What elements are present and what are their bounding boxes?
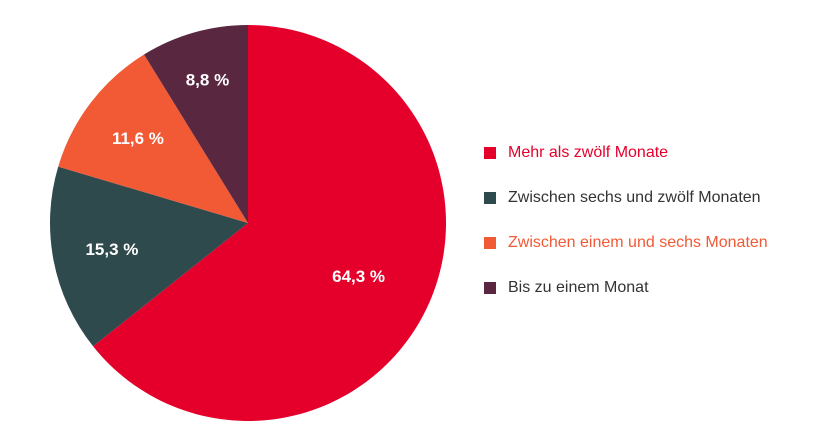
legend-swatch-icon bbox=[484, 237, 496, 249]
legend-label: Zwischen einem und sechs Monaten bbox=[508, 234, 768, 251]
pie-slice-value-label: 64,3 % bbox=[332, 267, 385, 286]
legend-label: Bis zu einem Monat bbox=[508, 279, 649, 296]
legend-swatch-icon bbox=[484, 192, 496, 204]
pie-slice-value-label: 11,6 % bbox=[112, 129, 164, 148]
legend-item: Zwischen sechs und zwölf Monaten bbox=[484, 183, 768, 213]
legend-item: Bis zu einem Monat bbox=[484, 273, 768, 303]
legend-item: Mehr als zwölf Monate bbox=[484, 138, 768, 168]
pie-slice bbox=[58, 54, 249, 223]
legend-swatch-icon bbox=[484, 282, 496, 294]
chart-legend: Mehr als zwölf Monate Zwischen sechs und… bbox=[484, 138, 768, 318]
legend-label: Zwischen sechs und zwölf Monaten bbox=[508, 189, 761, 206]
pie-slice bbox=[93, 24, 447, 421]
pie-slice bbox=[144, 25, 248, 223]
pie-slice-value-label: 8,8 % bbox=[186, 71, 229, 90]
pie-slice-value-label: 15,3 % bbox=[85, 240, 138, 259]
pie-slice bbox=[50, 166, 248, 347]
legend-label: Mehr als zwölf Monate bbox=[508, 144, 669, 161]
legend-item: Zwischen einem und sechs Monaten bbox=[484, 228, 768, 258]
legend-swatch-icon bbox=[484, 147, 496, 159]
